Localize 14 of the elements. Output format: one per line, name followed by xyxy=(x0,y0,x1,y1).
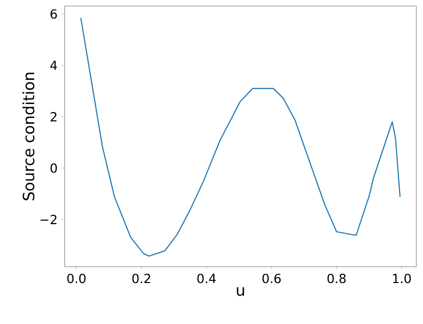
x-tick-label: 0.0 xyxy=(67,274,86,284)
y-tick-label: 2 xyxy=(50,112,56,122)
y-tick-label: −2 xyxy=(40,214,56,224)
line-series xyxy=(80,17,401,257)
x-tick-label: 1.0 xyxy=(393,274,411,284)
x-axis-title: u xyxy=(236,287,244,296)
x-tick-label: 0.2 xyxy=(132,274,150,284)
x-tick-label: 0.6 xyxy=(262,274,281,284)
y-tick-label: 6 xyxy=(50,9,57,19)
y-tick-label: 0 xyxy=(50,163,57,173)
y-axis-title: Source condition xyxy=(22,72,34,200)
y-tick-label: 4 xyxy=(50,60,57,70)
x-tick-label: 0.8 xyxy=(328,274,346,284)
x-tick-label: 0.4 xyxy=(197,274,216,284)
